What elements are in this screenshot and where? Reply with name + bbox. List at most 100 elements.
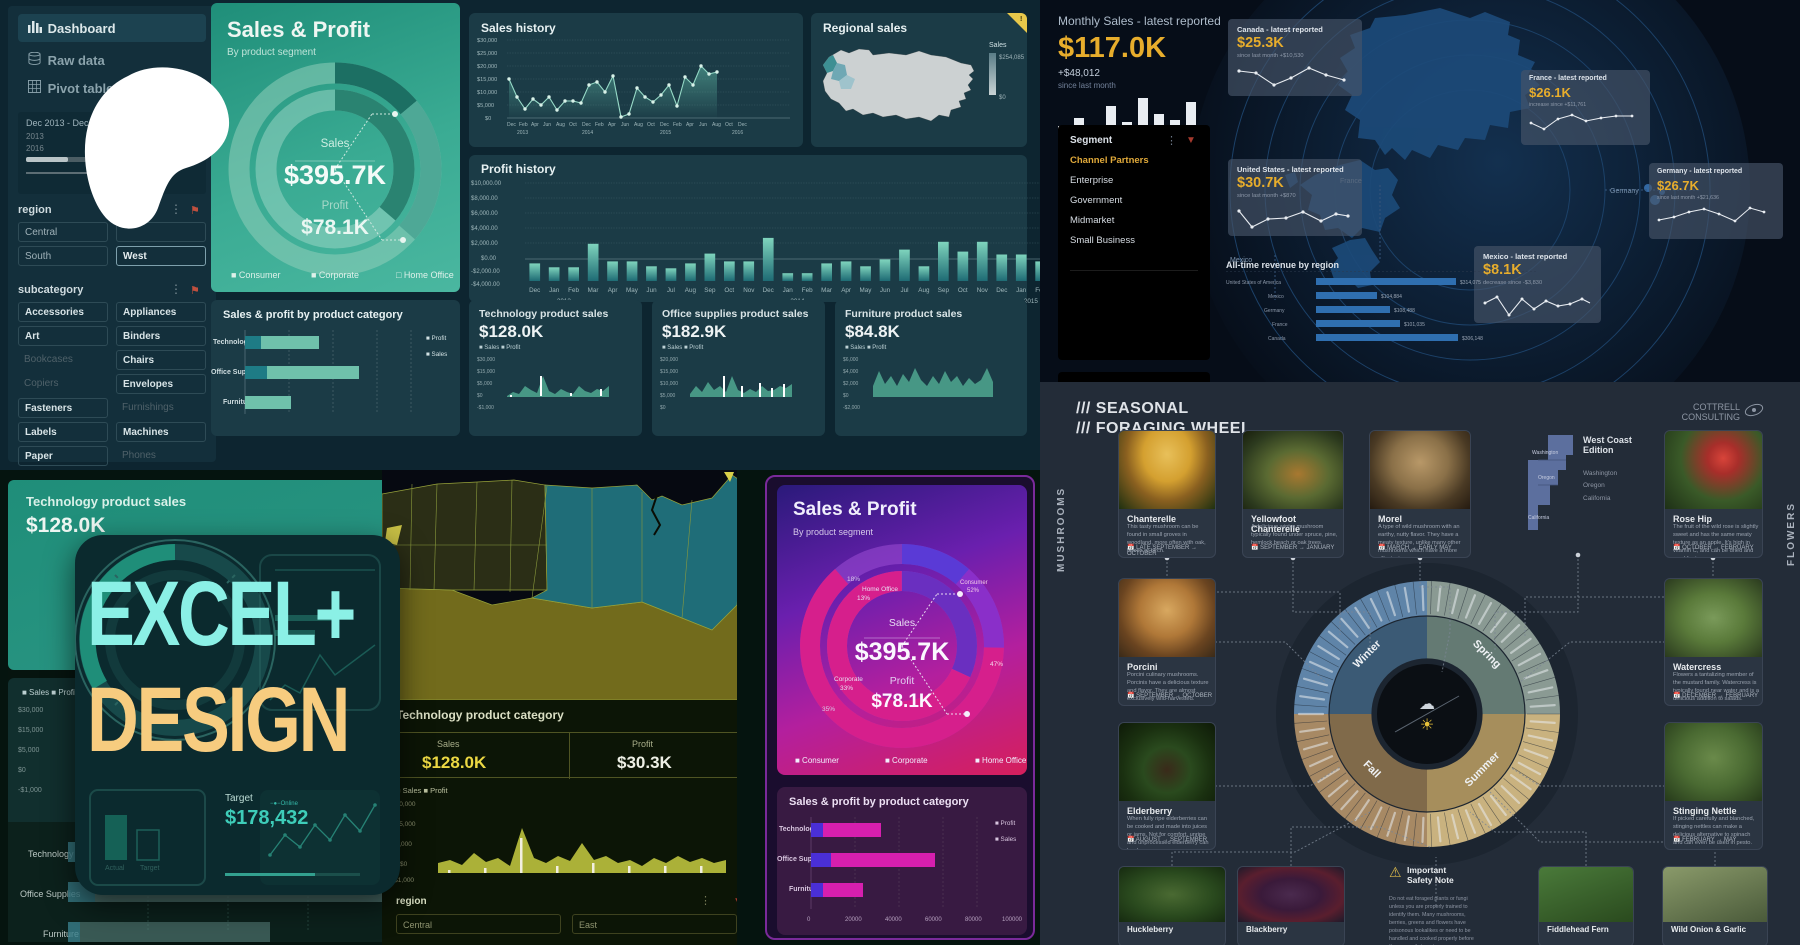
- svg-text:Apr: Apr: [686, 122, 694, 128]
- svg-text:60000: 60000: [925, 917, 942, 923]
- svg-text:$0: $0: [660, 405, 666, 411]
- svg-text:Feb: Feb: [519, 122, 528, 128]
- svg-text:Home Office: Home Office: [862, 586, 898, 593]
- svg-text:Jun: Jun: [646, 287, 657, 294]
- svg-text:Target: Target: [140, 865, 160, 872]
- svg-text:Dec: Dec: [507, 122, 516, 128]
- svg-text:Apr: Apr: [841, 287, 851, 294]
- svg-text:$0: $0: [843, 393, 849, 399]
- svg-text:Dec: Dec: [529, 287, 540, 294]
- svg-text:$4,000.00: $4,000.00: [471, 226, 498, 232]
- svg-text:Feb: Feb: [673, 122, 682, 128]
- svg-text:Oct: Oct: [569, 122, 577, 128]
- svg-text:$10,000: $10,000: [477, 90, 497, 96]
- svg-text:Apr: Apr: [608, 287, 618, 294]
- svg-text:-$1,000: -$1,000: [477, 405, 494, 411]
- svg-text:Profit: Profit: [890, 675, 915, 687]
- svg-text:$78.1K: $78.1K: [871, 691, 933, 712]
- svg-text:Dec: Dec: [763, 287, 774, 294]
- svg-text:Feb: Feb: [595, 122, 604, 128]
- svg-text:$5,000: $5,000: [477, 103, 494, 109]
- svg-text:$5,000: $5,000: [477, 381, 493, 387]
- svg-text:Canada: Canada: [1268, 336, 1286, 342]
- svg-text:$395.7K: $395.7K: [855, 638, 950, 666]
- svg-text:Dec: Dec: [996, 287, 1007, 294]
- svg-text:United States of America: United States of America: [1226, 280, 1281, 286]
- svg-text:■ Profit: ■ Profit: [426, 335, 447, 342]
- svg-text:Feb: Feb: [802, 287, 813, 294]
- svg-text:18%: 18%: [847, 576, 860, 583]
- svg-text:Aug: Aug: [556, 122, 565, 128]
- svg-text:Jul: Jul: [667, 287, 675, 294]
- svg-text:Aug: Aug: [634, 122, 643, 128]
- svg-text:Oct: Oct: [725, 122, 733, 128]
- svg-text:Nov: Nov: [977, 287, 989, 294]
- svg-text:$15,000: $15,000: [477, 369, 495, 375]
- svg-text:Actual: Actual: [105, 865, 125, 872]
- svg-text:$2,000.00: $2,000.00: [471, 241, 498, 247]
- svg-text:2015: 2015: [660, 130, 671, 136]
- svg-text:$101,035: $101,035: [1404, 322, 1425, 328]
- svg-text:$254,085: $254,085: [999, 55, 1025, 61]
- svg-text:Apr: Apr: [531, 122, 539, 128]
- svg-text:Mexico: Mexico: [1268, 294, 1284, 300]
- svg-text:0: 0: [807, 917, 811, 923]
- svg-text:May: May: [860, 287, 873, 294]
- svg-text:$30,000: $30,000: [477, 357, 495, 363]
- svg-text:Nov: Nov: [743, 287, 755, 294]
- svg-text:$6,000: $6,000: [843, 357, 859, 363]
- svg-text:Profit: Profit: [322, 200, 350, 212]
- svg-text:Sep: Sep: [704, 287, 716, 294]
- svg-text:$15,000: $15,000: [660, 369, 678, 375]
- svg-text:$25,000: $25,000: [477, 51, 497, 57]
- svg-text:Sales: Sales: [989, 42, 1007, 49]
- svg-text:$30,000: $30,000: [477, 38, 497, 44]
- svg-text:$4,000: $4,000: [843, 369, 859, 375]
- svg-text:$10,000: $10,000: [660, 381, 678, 387]
- svg-text:20000: 20000: [845, 917, 862, 923]
- svg-text:$395.7K: $395.7K: [284, 160, 387, 190]
- svg-text:■ Sales: ■ Sales: [426, 351, 447, 358]
- svg-text:$0: $0: [400, 861, 408, 868]
- svg-text:Jun: Jun: [699, 122, 707, 128]
- svg-text:-$2,000.00: -$2,000.00: [471, 269, 500, 275]
- svg-text:!: !: [1020, 16, 1022, 23]
- svg-text:Aug: Aug: [918, 287, 930, 294]
- svg-text:$0: $0: [18, 767, 26, 774]
- svg-text:$5,000: $5,000: [18, 747, 40, 754]
- svg-text:$2,000: $2,000: [843, 381, 859, 387]
- svg-text:-$1,000: -$1,000: [18, 787, 42, 794]
- svg-text:2013: 2013: [517, 130, 528, 136]
- svg-text:Oct: Oct: [724, 287, 734, 294]
- svg-text:Aug: Aug: [685, 287, 697, 294]
- svg-text:$78.1K: $78.1K: [301, 216, 369, 239]
- svg-text:Mar: Mar: [821, 287, 832, 294]
- svg-text:$306,148: $306,148: [1462, 336, 1483, 342]
- svg-text:-$2,000: -$2,000: [843, 405, 860, 411]
- svg-text:Jun: Jun: [621, 122, 629, 128]
- svg-text:Jan: Jan: [783, 287, 794, 294]
- svg-text:Aug: Aug: [712, 122, 721, 128]
- svg-text:Jan: Jan: [549, 287, 560, 294]
- svg-text:$0.00: $0.00: [481, 256, 497, 262]
- svg-text:47%: 47%: [990, 661, 1003, 668]
- svg-text:Oct: Oct: [647, 122, 655, 128]
- svg-text:Germany: Germany: [1264, 308, 1285, 314]
- svg-text:$0: $0: [999, 95, 1006, 101]
- svg-text:■ Sales: ■ Sales: [995, 836, 1016, 843]
- svg-text:-$4,000.00: -$4,000.00: [471, 282, 500, 288]
- svg-text:$20,000: $20,000: [660, 357, 678, 363]
- svg-text:■ Profit: ■ Profit: [995, 820, 1016, 827]
- svg-text:$20,000: $20,000: [477, 64, 497, 70]
- svg-text:52%: 52%: [967, 588, 980, 594]
- svg-text:Jun: Jun: [543, 122, 551, 128]
- svg-text:$10,000.00: $10,000.00: [471, 181, 502, 187]
- svg-text:$0: $0: [477, 393, 483, 399]
- svg-text:33%: 33%: [840, 685, 853, 692]
- svg-text:$15,000: $15,000: [18, 727, 43, 734]
- svg-text:$8,000.00: $8,000.00: [471, 196, 498, 202]
- svg-text:Oct: Oct: [958, 287, 968, 294]
- svg-text:Sep: Sep: [938, 287, 950, 294]
- svg-text:Jan: Jan: [1016, 287, 1027, 294]
- svg-text:$0: $0: [485, 116, 491, 122]
